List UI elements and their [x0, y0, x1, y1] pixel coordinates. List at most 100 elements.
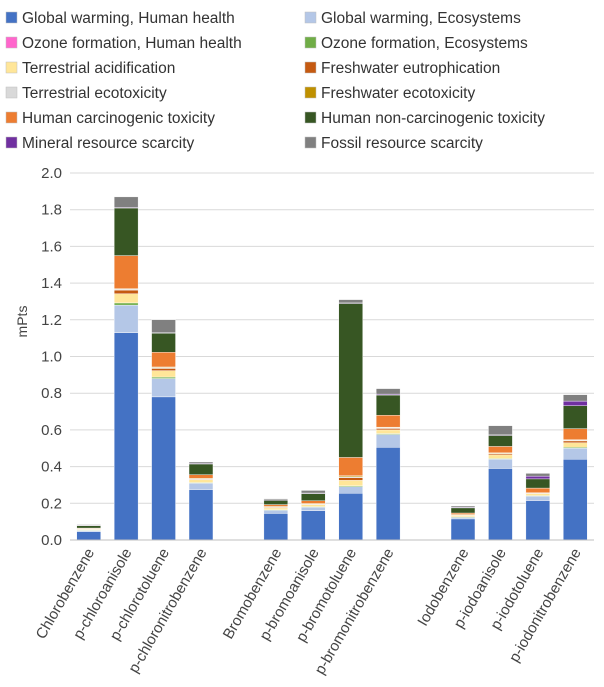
legend-label: Freshwater eutrophication [321, 60, 500, 77]
bar-segment [113, 332, 139, 541]
bar-segment [488, 425, 513, 436]
legend: Global warming, Human health Global warmi… [5, 10, 545, 152]
bar-segment [113, 207, 139, 256]
bar-segment [188, 463, 214, 475]
legend-item: Human carcinogenic toxicity [5, 110, 215, 127]
bar-segment [113, 289, 139, 294]
y-tick-label: 0.0 [41, 532, 62, 549]
bar-segment [375, 429, 401, 434]
bar-segment [338, 299, 363, 304]
bar-segment [375, 394, 401, 416]
bar-segment [525, 493, 551, 496]
y-tick-label: 1.6 [41, 238, 62, 255]
legend-label: Mineral resource scarcity [22, 135, 195, 152]
bar-segment [76, 531, 101, 541]
legend-swatch [304, 61, 317, 74]
legend-item: Ozone formation, Human health [5, 35, 242, 52]
bar-segment [76, 524, 101, 526]
y-tick-label: 1.8 [41, 202, 62, 219]
bar-segment [113, 196, 139, 208]
bar-segment [375, 388, 401, 395]
bar-segment [563, 394, 588, 402]
bar-segment [375, 428, 401, 431]
bar-segment [450, 518, 476, 541]
bar-segment [563, 405, 588, 429]
y-tick-label: 2.0 [41, 165, 62, 182]
bar-segment [113, 304, 139, 333]
bar-segment [338, 493, 363, 541]
legend-swatch [5, 86, 18, 99]
legend-item: Terrestrial ecotoxicity [5, 85, 167, 102]
y-axis-ticks: 0.0 0.2 0.4 0.6 0.8 1.0 1.2 1.4 1.6 1.8 2.0 [41, 165, 62, 549]
legend-item: Freshwater eutrophication [304, 60, 500, 77]
bar-segment [263, 509, 289, 514]
bar-segment [338, 303, 363, 458]
bar-segment [525, 473, 551, 477]
bar-segment [151, 368, 176, 371]
bar-segment [113, 255, 139, 289]
legend-label: Human non-carcinogenic toxicity [321, 110, 545, 127]
legend-item: Global warming, Human health [5, 10, 235, 27]
legend-label: Fossil resource scarcity [321, 135, 483, 152]
bar-segment [450, 505, 476, 508]
legend-swatch [5, 11, 18, 24]
legend-swatch [304, 111, 317, 124]
bar-segment [563, 459, 588, 541]
bar-segment [488, 446, 513, 454]
bar-segment [151, 370, 176, 378]
y-tick-label: 0.6 [41, 422, 62, 439]
bar-segment [301, 490, 326, 494]
legend-item: Global warming, Ecosystems [304, 10, 521, 27]
bar-segment [301, 506, 326, 511]
bar-segment [151, 319, 176, 333]
bar-segment [263, 498, 289, 501]
legend-label: Global warming, Human health [22, 10, 235, 27]
bar-segment [301, 510, 326, 541]
y-tick-label: 1.0 [41, 349, 62, 366]
bar-segment [563, 442, 588, 448]
legend-label: Global warming, Ecosystems [321, 10, 521, 27]
bar-segment [563, 428, 588, 440]
legend-label: Ozone formation, Ecosystems [321, 35, 528, 52]
bar-segment [188, 479, 214, 483]
bar-segment [151, 378, 176, 398]
legend-item: Human non-carcinogenic toxicity [304, 110, 545, 127]
bar-segment [301, 493, 326, 501]
legend-item: Freshwater ecotoxicity [304, 85, 475, 102]
bar-segment [563, 400, 588, 406]
bar-segment [151, 396, 176, 541]
bar-segment [263, 499, 289, 505]
bar-segment [338, 457, 363, 476]
bar-segment [151, 332, 176, 353]
bar-segment [301, 500, 326, 504]
legend-item: Fossil resource scarcity [304, 135, 483, 152]
bar-segment [563, 440, 588, 443]
legend-label: Freshwater ecotoxicity [321, 85, 475, 102]
x-axis-categories: Chlorobenzenep-chloroanisolep-chlorotolu… [33, 546, 585, 678]
bar-segment [525, 495, 551, 501]
bar-segment [113, 302, 139, 306]
y-tick-label: 1.2 [41, 312, 62, 329]
legend-label: Terrestrial ecotoxicity [22, 85, 167, 102]
legend-label: Human carcinogenic toxicity [22, 110, 215, 127]
bar-segment [301, 504, 326, 507]
y-tick-label: 1.4 [41, 275, 62, 292]
y-tick-label: 0.4 [41, 459, 62, 476]
bar-segment [450, 507, 476, 514]
bar-segment [338, 477, 363, 481]
bar-segment [563, 448, 588, 460]
legend-item: Terrestrial acidification [5, 60, 175, 77]
bar-segment [488, 459, 513, 469]
bar-segment [488, 435, 513, 447]
bar-segment [525, 500, 551, 541]
legend-item: Ozone formation, Ecosystems [304, 35, 528, 52]
bar-segment [188, 461, 214, 464]
bar-segment [151, 352, 176, 368]
y-tick-label: 0.8 [41, 385, 62, 402]
legend-swatch [304, 136, 317, 149]
bar-segment [151, 376, 176, 379]
bar-segment [338, 486, 363, 494]
bar-segment [188, 474, 214, 479]
legend-item: Mineral resource scarcity [5, 135, 195, 152]
